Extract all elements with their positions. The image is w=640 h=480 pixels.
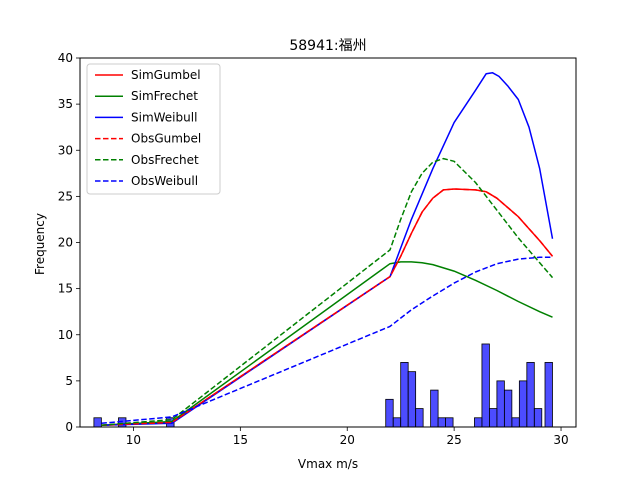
x-tick-label: 15 [233,433,248,447]
y-tick-label: 25 [58,189,73,203]
histogram-bar-8 [430,389,439,428]
legend-label-simgumbel: SimGumbel [131,68,201,82]
y-tick-label: 30 [58,143,73,157]
x-tick-label: 10 [126,433,141,447]
y-tick-label: 5 [65,374,73,388]
series-line-obsweibull [101,256,553,425]
histogram-bar-17 [518,380,528,428]
x-axis: 10 15 20 25 30 [126,427,569,447]
histogram-bar-12 [481,343,490,428]
x-axis-label: Vmax m/s [298,457,358,471]
histogram-bar-4 [392,417,402,428]
series-line-simweibull [101,72,554,426]
histogram-bar-11 [474,417,483,428]
x-tick-label: 25 [446,433,461,447]
series-lines [101,72,554,426]
legend-label-obsweibull: ObsWeibull [131,174,198,188]
histogram-bar-15 [503,389,513,428]
y-axis-label: Frequency [33,213,47,275]
x-tick-label: 30 [553,433,568,447]
histogram-bar-3 [385,398,394,428]
y-axis: 0 5 10 15 20 25 30 35 40 [58,51,80,434]
y-tick-label: 35 [58,97,73,111]
histogram-bar-16 [511,417,520,428]
histogram-bar-7 [415,408,424,428]
histogram-bar-19 [533,408,543,428]
y-tick-label: 40 [58,51,73,65]
histogram-bar-18 [526,362,535,428]
legend-label-obsfrechet: ObsFrechet [131,153,199,167]
chart-title: 58941:福州 [289,38,366,54]
y-tick-label: 0 [65,420,73,434]
legend-label-obsgumbel: ObsGumbel [131,132,201,146]
legend: SimGumbel SimFrechet SimWeibull ObsGumbel Ob… [86,63,221,195]
x-tick-label: 20 [340,433,355,447]
histogram-bar-14 [496,380,505,428]
series-line-obsfrechet [101,157,554,426]
y-tick-label: 10 [58,328,73,342]
histogram-bar-6 [407,371,417,428]
histogram-bar-9 [437,417,446,428]
y-tick-label: 20 [58,236,73,250]
legend-label-simfrechet: SimFrechet [131,89,198,103]
histogram-bar-10 [445,417,454,428]
histogram-bar-0 [93,417,102,428]
series-line-simfrechet [101,261,553,426]
legend-label-simweibull: SimWeibull [131,110,197,124]
histogram-bar-20 [544,362,553,428]
histogram-bar-5 [400,362,409,428]
series-line-obsgumbel [101,188,554,426]
histogram-bar-13 [489,408,498,428]
y-tick-label: 15 [58,282,73,296]
